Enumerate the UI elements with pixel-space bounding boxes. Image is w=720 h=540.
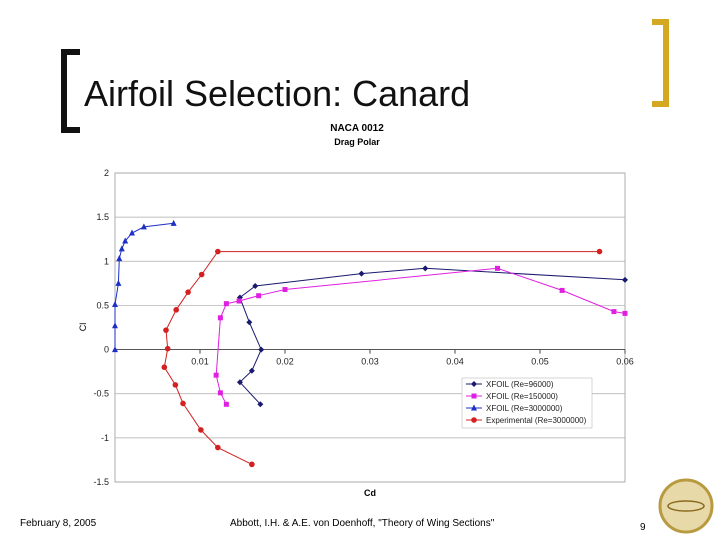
point <box>223 401 229 407</box>
point <box>173 307 179 313</box>
point <box>358 270 365 277</box>
point <box>129 229 135 236</box>
footer-date: February 8, 2005 <box>20 518 97 529</box>
point <box>170 219 177 226</box>
page-number: 9 <box>640 522 646 533</box>
point <box>471 404 477 411</box>
y-tick-label: 2 <box>104 168 109 178</box>
point <box>471 393 477 399</box>
x-tick-label: 0.03 <box>361 357 379 367</box>
point <box>215 444 221 451</box>
plot-frame <box>114 172 626 483</box>
point <box>249 461 255 468</box>
x-tick-label: 0.05 <box>531 357 549 367</box>
point <box>198 271 205 278</box>
point <box>118 245 125 252</box>
y-tick-label: -1 <box>101 433 109 443</box>
point <box>559 287 565 293</box>
y-tick-label: 0 <box>104 345 109 355</box>
point <box>246 319 253 326</box>
series-line <box>114 222 174 350</box>
point <box>258 346 265 353</box>
point <box>282 287 288 293</box>
y-tick-label: -0.5 <box>93 389 109 399</box>
series-line <box>239 267 626 405</box>
legend-label: XFOIL (Re=3000000) <box>486 404 563 413</box>
point <box>236 298 242 304</box>
point <box>257 401 264 408</box>
point <box>185 289 191 295</box>
point <box>217 390 223 396</box>
logo <box>658 478 714 534</box>
point <box>115 279 122 286</box>
point <box>161 364 168 371</box>
point <box>198 427 204 433</box>
x-tick-label: 0.01 <box>191 357 209 367</box>
legend-label: XFOIL (Re=150000) <box>486 392 558 401</box>
point <box>213 372 219 378</box>
slide-title: Airfoil Selection: Canard <box>84 73 470 114</box>
point <box>248 367 255 374</box>
legend-label: XFOIL (Re=96000) <box>486 380 554 389</box>
point <box>596 248 603 255</box>
point <box>112 322 118 329</box>
point <box>471 417 477 423</box>
legend-label: Experimental (Re=3000000) <box>486 416 587 425</box>
point <box>236 379 243 386</box>
chart-subtitle: Drag Polar <box>334 137 380 147</box>
point <box>172 382 179 388</box>
y-tick-label: 1 <box>104 256 109 266</box>
point <box>122 237 129 244</box>
x-tick-label: 0.06 <box>616 357 634 367</box>
point <box>495 265 500 271</box>
y-axis-label: Cl <box>78 323 88 332</box>
point <box>112 346 118 353</box>
point <box>256 293 262 299</box>
point <box>622 276 628 283</box>
point <box>422 265 429 272</box>
point <box>180 400 186 407</box>
point <box>164 345 171 352</box>
point <box>611 309 617 315</box>
footer-citation: Abbott, I.H. & A.E. von Doenhoff, "Theor… <box>230 518 495 529</box>
point <box>116 255 123 262</box>
legend-box <box>461 377 593 429</box>
point <box>215 248 221 255</box>
point <box>163 327 169 333</box>
point <box>112 301 118 308</box>
point <box>471 381 477 387</box>
point <box>622 310 628 316</box>
chart-title: NACA 0012 <box>330 123 384 134</box>
right-bracket <box>652 19 669 107</box>
y-tick-label: 0.5 <box>96 300 109 310</box>
point <box>252 283 259 290</box>
point <box>140 223 147 230</box>
y-tick-label: -1.5 <box>93 477 109 487</box>
x-axis-label: Cd <box>364 488 376 498</box>
left-bracket <box>61 49 80 133</box>
plot: -1.5 -1 -0.5 0 0.5 1 1.5 2 0.01 0.02 0.03 0.04 0.05 0… <box>93 168 633 487</box>
point <box>217 315 223 321</box>
y-tick-label: 1.5 <box>96 212 109 222</box>
x-tick-label: 0.02 <box>276 357 294 367</box>
point <box>223 301 229 307</box>
x-tick-label: 0.04 <box>446 357 464 367</box>
series-line <box>215 267 626 405</box>
